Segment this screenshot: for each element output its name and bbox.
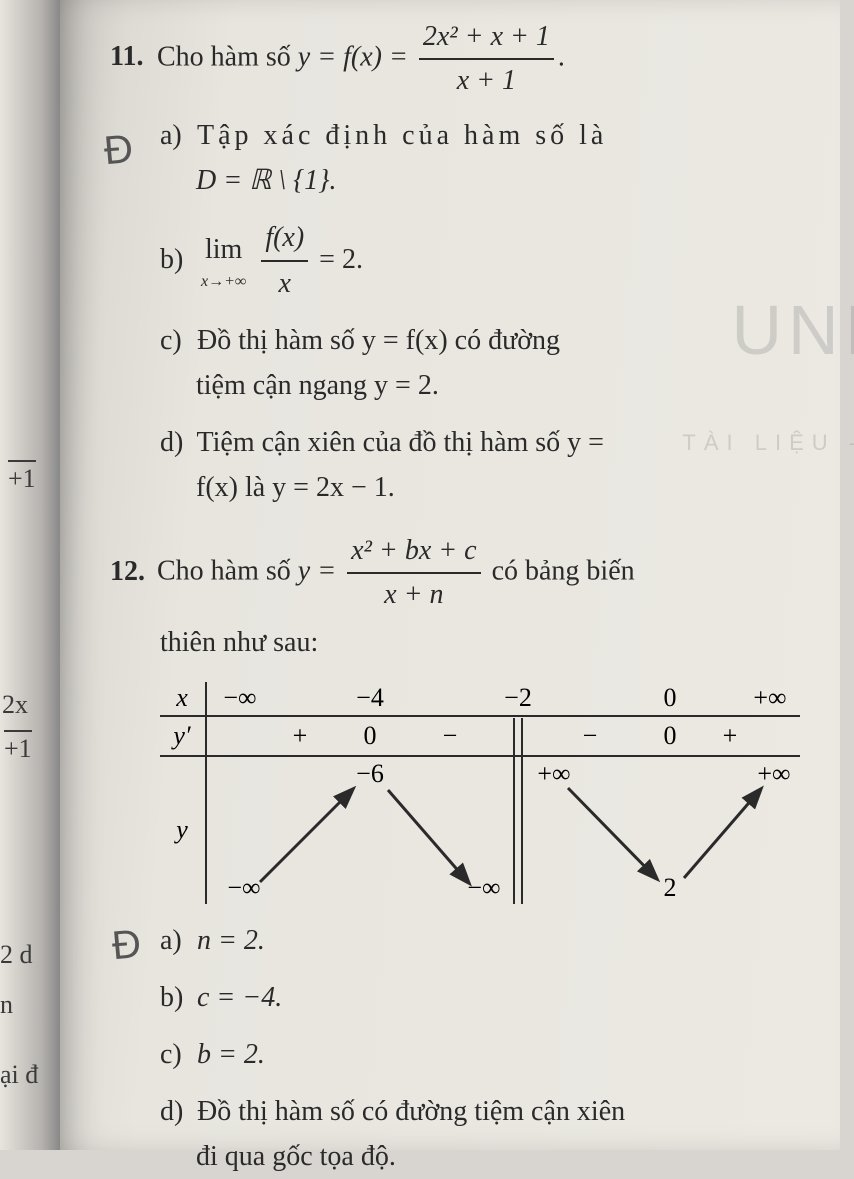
problem-11: 11. Cho hàm số y = f(x) = 2x² + x + 1 x … (110, 16, 810, 510)
problem-11-lhs: y = f(x) = (298, 41, 408, 72)
item-12b-text: c = −4. (197, 982, 282, 1013)
problem-11-item-d: d) Tiệm cận xiên của đồ thị hàm số y = f… (160, 421, 810, 511)
lim-text: lim (201, 228, 246, 273)
problem-12-stem: 12. Cho hàm số y = x² + bx + c x + n có … (110, 530, 810, 616)
handwritten-mark-12a: Ð (109, 912, 143, 978)
variation-table: x y′ y −∞ −4 −2 0 +∞ + 0 − − 0 + −6 +∞ +… (160, 678, 800, 913)
item-b-fraction: f(x) x (261, 216, 308, 308)
item-12b-label: b) (160, 976, 190, 1021)
x-label: x (175, 683, 188, 712)
svg-text:−∞: −∞ (223, 683, 256, 712)
item-12a-label: a) (160, 919, 190, 964)
problem-11-stem: 11. Cho hàm số y = f(x) = 2x² + x + 1 x … (110, 16, 810, 102)
svg-text:+: + (723, 721, 738, 750)
problem-12-item-b: b) c = −4. (160, 976, 810, 1021)
svg-text:−: − (443, 721, 458, 750)
svg-text:+: + (293, 721, 308, 750)
problem-12-item-a: Ð a) n = 2. (160, 919, 810, 964)
item-a-label: a) (160, 114, 190, 159)
svg-text:−2: −2 (504, 683, 532, 712)
svg-text:−∞: −∞ (227, 873, 260, 902)
item-b-frac-num: f(x) (261, 216, 308, 263)
margin-fragment-4: 2 d (0, 940, 33, 970)
item-a-line1: Tập xác định của hàm số là (197, 120, 607, 151)
item-d-label: d) (160, 421, 190, 466)
svg-text:+∞: +∞ (537, 759, 570, 788)
item-12a-text: n = 2. (197, 925, 265, 956)
problem-12-fraction: x² + bx + c x + n (347, 530, 480, 616)
item-12c-text: b = 2. (197, 1039, 265, 1070)
problem-11-number: 11. (110, 36, 150, 78)
problem-12-stem-line2: thiên như sau: (160, 622, 810, 664)
svg-text:−∞: −∞ (467, 873, 500, 902)
svg-text:−4: −4 (356, 683, 384, 712)
problem-12-prefix: Cho hàm số (157, 556, 298, 587)
problem-12-number: 12. (110, 551, 150, 593)
margin-fragment-3: +1 (4, 730, 32, 764)
item-12d-line2: đi qua gốc tọa độ. (196, 1141, 396, 1172)
margin-fragment-2: 2x (2, 690, 28, 720)
margin-fragment-1: +1 (8, 460, 36, 494)
item-12c-label: c) (160, 1033, 190, 1078)
problem-12: 12. Cho hàm số y = x² + bx + c x + n có … (110, 530, 810, 1179)
margin-fragment-5: n (0, 990, 13, 1020)
page-left-edge (0, 0, 60, 1150)
item-b-label: b) (160, 238, 190, 283)
item-12d-line1: Đồ thị hàm số có đường tiệm cận xiên (197, 1096, 625, 1127)
svg-text:−: − (583, 721, 598, 750)
item-d-line1: Tiệm cận xiên của đồ thị hàm số y = (197, 427, 604, 458)
svg-text:+∞: +∞ (753, 683, 786, 712)
problem-11-frac-num: 2x² + x + 1 (419, 16, 554, 60)
svg-text:0: 0 (664, 721, 677, 750)
problem-12-lhs: y = (298, 556, 336, 587)
y-label: y (173, 815, 188, 844)
problem-11-item-a: Ð a) Tập xác định của hàm số là D = ℝ \ … (160, 114, 810, 204)
handwritten-mark-a: Ð (101, 117, 135, 183)
item-c-line1: Đồ thị hàm số y = f(x) có đường (197, 325, 560, 356)
variation-table-svg: x y′ y −∞ −4 −2 0 +∞ + 0 − − 0 + −6 +∞ +… (160, 678, 800, 908)
problem-11-frac-den: x + 1 (419, 60, 554, 102)
svg-text:0: 0 (664, 683, 677, 712)
yprime-label: y′ (170, 721, 191, 750)
problem-12-suffix: có bảng biến (492, 556, 635, 587)
margin-fragment-6: ại đ (0, 1060, 38, 1090)
svg-text:+∞: +∞ (757, 759, 790, 788)
item-d-line2: f(x) là y = 2x − 1. (196, 472, 395, 503)
problem-11-prefix: Cho hàm số (157, 41, 298, 72)
item-c-line2: tiệm cận ngang y = 2. (196, 370, 439, 401)
page-content: UNI TÀI LIỆU – 11. Cho hàm số y = f(x) =… (60, 0, 840, 1150)
problem-11-item-b: b) lim x→+∞ f(x) x = 2. (160, 216, 810, 308)
item-12d-label: d) (160, 1090, 190, 1135)
problem-12-item-d: d) Đồ thị hàm số có đường tiệm cận xiên … (160, 1090, 810, 1179)
item-b-rhs: = 2. (319, 244, 363, 275)
problem-11-fraction: 2x² + x + 1 x + 1 (419, 16, 554, 102)
problem-12-frac-den: x + n (347, 574, 480, 616)
item-c-label: c) (160, 319, 190, 364)
problem-11-item-c: c) Đồ thị hàm số y = f(x) có đường tiệm … (160, 319, 810, 409)
problem-12-item-c: c) b = 2. (160, 1033, 810, 1078)
item-a-line2: D = ℝ \ {1}. (196, 165, 336, 196)
problem-12-frac-num: x² + bx + c (347, 530, 480, 574)
item-b-frac-den: x (261, 262, 308, 307)
item-b-lim: lim x→+∞ (201, 228, 246, 294)
problem-11-suffix: . (558, 41, 565, 72)
svg-text:2: 2 (664, 873, 677, 902)
svg-text:0: 0 (364, 721, 377, 750)
lim-sub: x→+∞ (201, 269, 246, 295)
svg-text:−6: −6 (356, 759, 384, 788)
